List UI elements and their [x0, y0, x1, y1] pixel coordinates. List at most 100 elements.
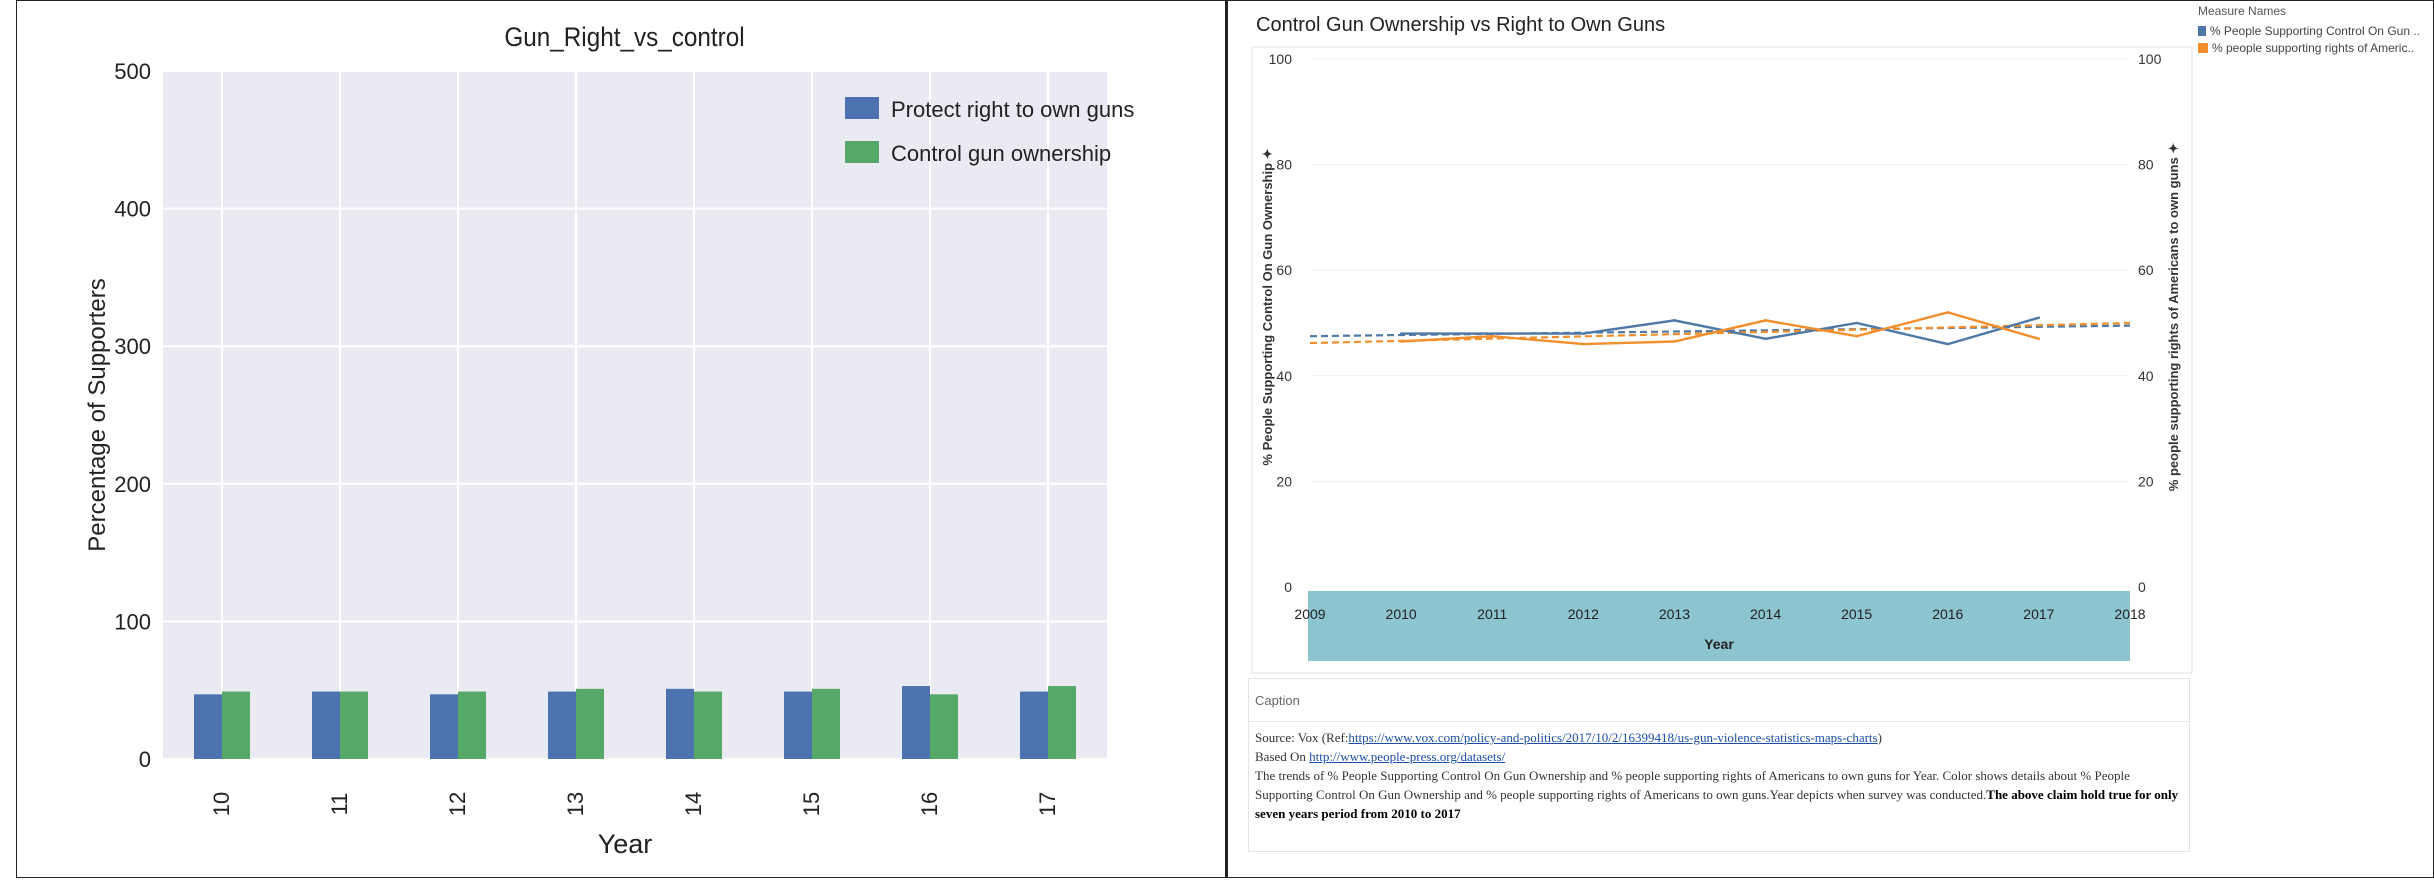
series-point-rights: [1491, 335, 1494, 338]
series-point-rights: [1399, 340, 1403, 343]
legend-item-control[interactable]: % People Supporting Control On Gun ..: [2190, 24, 2420, 38]
series-line-control: [1401, 316, 2040, 346]
series-point-rights: [1764, 319, 1767, 322]
series-point-control: [2037, 316, 2041, 319]
bar-chart-title: Gun_Right_vs_control: [504, 23, 744, 52]
legend-item-rights[interactable]: % people supporting rights of Americ..: [2190, 41, 2420, 55]
bar-yticks: 0 100 200 300 400 500: [114, 59, 151, 772]
measure-names-legend: Measure Names % People Supporting Contro…: [2190, 0, 2420, 80]
bar-protect-17: [1020, 691, 1048, 759]
bar-control-17: [1048, 686, 1076, 759]
legend-item-label: % People Supporting Control On Gun ..: [2209, 24, 2420, 38]
caption-body-text: The trends of % People Supporting Contro…: [1255, 768, 2130, 802]
bar-control-14: [694, 691, 722, 759]
series-point-control: [1673, 319, 1676, 322]
series-point-rights: [1855, 335, 1858, 338]
line-series: [1399, 311, 2041, 346]
bar-ytick-label: 200: [114, 472, 151, 497]
bar-xtick-label: 16: [917, 792, 942, 816]
line-xtick-label: 2010: [1386, 606, 1417, 622]
caption-description: The trends of % People Supporting Contro…: [1255, 766, 2183, 823]
bar-protect-16: [902, 686, 930, 759]
line-yticks-left: 0 20 40 60 80 100: [1269, 51, 1293, 595]
legend-title: Measure Names: [2198, 4, 2287, 18]
legend-swatch-control: [845, 141, 879, 163]
bar-control-15: [812, 688, 840, 759]
bar-xtick-label: 10: [209, 792, 234, 816]
bar-legend: Protect right to own guns Control gun ow…: [845, 97, 1134, 166]
caption-box: Caption Source: Vox (Ref:https://www.vox…: [1248, 678, 2190, 852]
legend-label-protect: Protect right to own guns: [891, 97, 1134, 122]
caption-based-link[interactable]: http://www.people-press.org/datasets/: [1309, 749, 1506, 764]
bar-ytick-label: 300: [114, 334, 151, 359]
plot-frame: [1251, 46, 2193, 674]
legend-label-control: Control gun ownership: [891, 141, 1111, 166]
line-chart-title: Control Gun Ownership vs Right to Own Gu…: [1256, 14, 1665, 36]
line-xticks: 2009 2010 2011 2012 2013 2014 2015 2016 2017 2018: [1294, 606, 2145, 622]
bar-xtick-label: 14: [681, 792, 706, 816]
line-xtick-label: 2015: [1841, 606, 1872, 622]
series-point-control: [1582, 332, 1585, 335]
line-ytick-right: 100: [2138, 51, 2162, 67]
series-point-control: [1946, 342, 1949, 346]
bar-control-12: [458, 691, 486, 759]
caption-source-line: Source: Vox (Ref:https://www.vox.com/pol…: [1255, 728, 2183, 747]
line-ytick-left: 20: [1276, 473, 1292, 489]
series-line-rights: [1401, 311, 2040, 346]
caption-based-prefix: Based On: [1255, 749, 1310, 764]
bar-protect-12: [430, 694, 458, 759]
left-panel: 0 100 200 300 400 500 10 11 12 13 14 15 16 17 Gun_Ri…: [16, 0, 1226, 878]
caption-based-line: Based On http://www.people-press.org/dat…: [1255, 747, 2183, 766]
series-point-control: [1491, 332, 1494, 335]
bar-xticks: 10 11 12 13 14 15 16 17: [209, 792, 1060, 816]
caption-source-prefix: Source: Vox (Ref:: [1255, 730, 1349, 745]
line-xtick-label: 2017: [2023, 606, 2054, 622]
legend-swatch-blue: [2198, 26, 2206, 36]
bar-control-16: [930, 694, 958, 759]
line-ytick-right: 0: [2138, 579, 2146, 595]
bar-protect-10: [194, 694, 222, 759]
legend-swatch-protect: [845, 97, 879, 119]
bar-xtick-label: 15: [799, 792, 824, 816]
line-y-axis-label-left: % People Supporting Control On Gun Owner…: [1260, 148, 1275, 465]
bar-protect-15: [784, 691, 812, 759]
bar-marks: [194, 686, 1076, 759]
caption-source-link[interactable]: https://www.vox.com/policy-and-politics/…: [1348, 730, 1878, 745]
series-point-rights: [2037, 337, 2041, 341]
line-ytick-right: 60: [2138, 262, 2154, 278]
line-ytick-right: 20: [2138, 473, 2154, 489]
line-y-axis-label-right: % people supporting rights of Americans …: [2166, 143, 2181, 492]
bar-ytick-label: 400: [114, 197, 151, 222]
line-chart: Control Gun Ownership vs Right to Own Gu…: [1251, 14, 2193, 674]
line-xtick-label: 2013: [1659, 606, 1690, 622]
caption-body: Source: Vox (Ref:https://www.vox.com/pol…: [1249, 722, 2189, 823]
line-ytick-right: 80: [2138, 157, 2154, 173]
bar-x-axis-label: Year: [598, 829, 653, 859]
series-point-control: [1764, 337, 1767, 341]
bar-control-11: [340, 691, 368, 759]
line-ytick-left: 0: [1284, 579, 1292, 595]
bar-ytick-label: 0: [139, 747, 151, 772]
line-ytick-left: 80: [1276, 157, 1292, 173]
line-grid: [1310, 58, 2130, 588]
line-yticks-right: 0 20 40 60 80 100: [2138, 51, 2162, 595]
line-xtick-label: 2018: [2114, 606, 2145, 622]
x-axis-band: [1308, 591, 2130, 661]
line-ytick-left: 60: [1276, 262, 1292, 278]
line-xtick-label: 2012: [1568, 606, 1599, 622]
series-point-control: [1399, 332, 1403, 335]
bar-xtick-label: 11: [327, 793, 352, 816]
line-xtick-label: 2016: [1932, 606, 1963, 622]
line-ytick-right: 40: [2138, 368, 2154, 384]
bar-grid: [163, 70, 1107, 760]
caption-claim: The above claim hold true for only seven…: [1255, 787, 2179, 821]
line-ytick-left: 100: [1269, 51, 1293, 67]
bar-xtick-label: 13: [563, 792, 588, 816]
bar-control-10: [222, 691, 250, 759]
line-xtick-label: 2014: [1750, 606, 1781, 622]
legend-item-label: % people supporting rights of Americ..: [2212, 41, 2415, 55]
bar-protect-11: [312, 691, 340, 759]
series-point-control: [1855, 321, 1858, 325]
series-point-rights: [1673, 340, 1676, 343]
bar-protect-14: [666, 688, 694, 759]
